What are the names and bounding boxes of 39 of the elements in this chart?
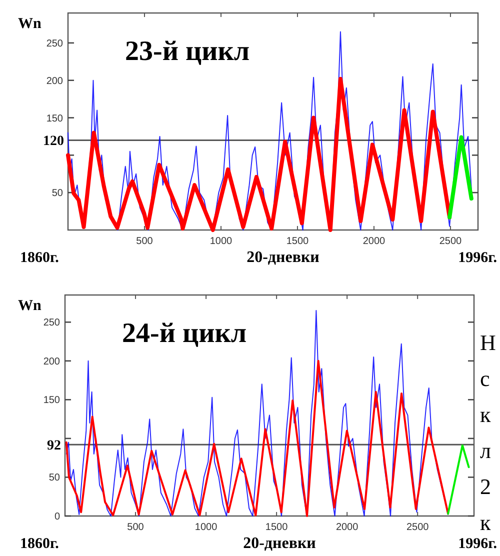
x-axis-title: 20-дневки xyxy=(243,535,316,552)
text: л xyxy=(480,438,491,463)
y-tick-label: 50 xyxy=(48,472,60,484)
x-tick-label: 2500 xyxy=(439,236,462,247)
text: 1860г. xyxy=(20,250,60,266)
text: 1996г. xyxy=(458,536,498,552)
text: к xyxy=(480,510,491,535)
line-series xyxy=(65,360,450,517)
y-tick-label: 200 xyxy=(46,76,64,87)
text: 1996г. xyxy=(458,250,498,266)
x-axis-title: 20-дневки xyxy=(246,249,320,266)
y-tick-label: 250 xyxy=(43,318,60,329)
x-tick-label: 2500 xyxy=(406,522,430,533)
x-tick-label: 1000 xyxy=(194,522,218,533)
x-tick-label: 2000 xyxy=(336,522,359,533)
text: 1860г. xyxy=(20,536,60,552)
y-tick-label: 250 xyxy=(46,38,64,50)
text: к xyxy=(480,402,491,427)
ref-line-label: 92 xyxy=(47,438,61,454)
y-tick-label: 200 xyxy=(43,356,60,368)
y-tick-label: 150 xyxy=(43,395,60,406)
x-tick-label: 2000 xyxy=(362,236,386,247)
y-tick-label: 150 xyxy=(46,113,64,124)
text: с xyxy=(480,366,490,391)
x-tick-label: 1500 xyxy=(286,236,310,247)
line-series xyxy=(66,76,452,232)
text: 24-й цикл xyxy=(122,318,247,349)
y-tick-label: 0 xyxy=(54,512,60,522)
ref-line-label: 120 xyxy=(43,134,64,150)
text: Н xyxy=(480,330,496,355)
y-axis-title: Wn xyxy=(18,16,42,32)
y-tick-label: 50 xyxy=(52,188,64,200)
x-tick-label: 1000 xyxy=(210,236,233,247)
x-tick-label: 500 xyxy=(127,522,144,533)
text: 23-й цикл xyxy=(125,36,250,67)
text: 2 xyxy=(480,474,491,499)
x-tick-label: 1500 xyxy=(265,522,288,533)
y-axis-title: Wn xyxy=(18,298,42,314)
x-tick-label: 500 xyxy=(136,236,154,247)
